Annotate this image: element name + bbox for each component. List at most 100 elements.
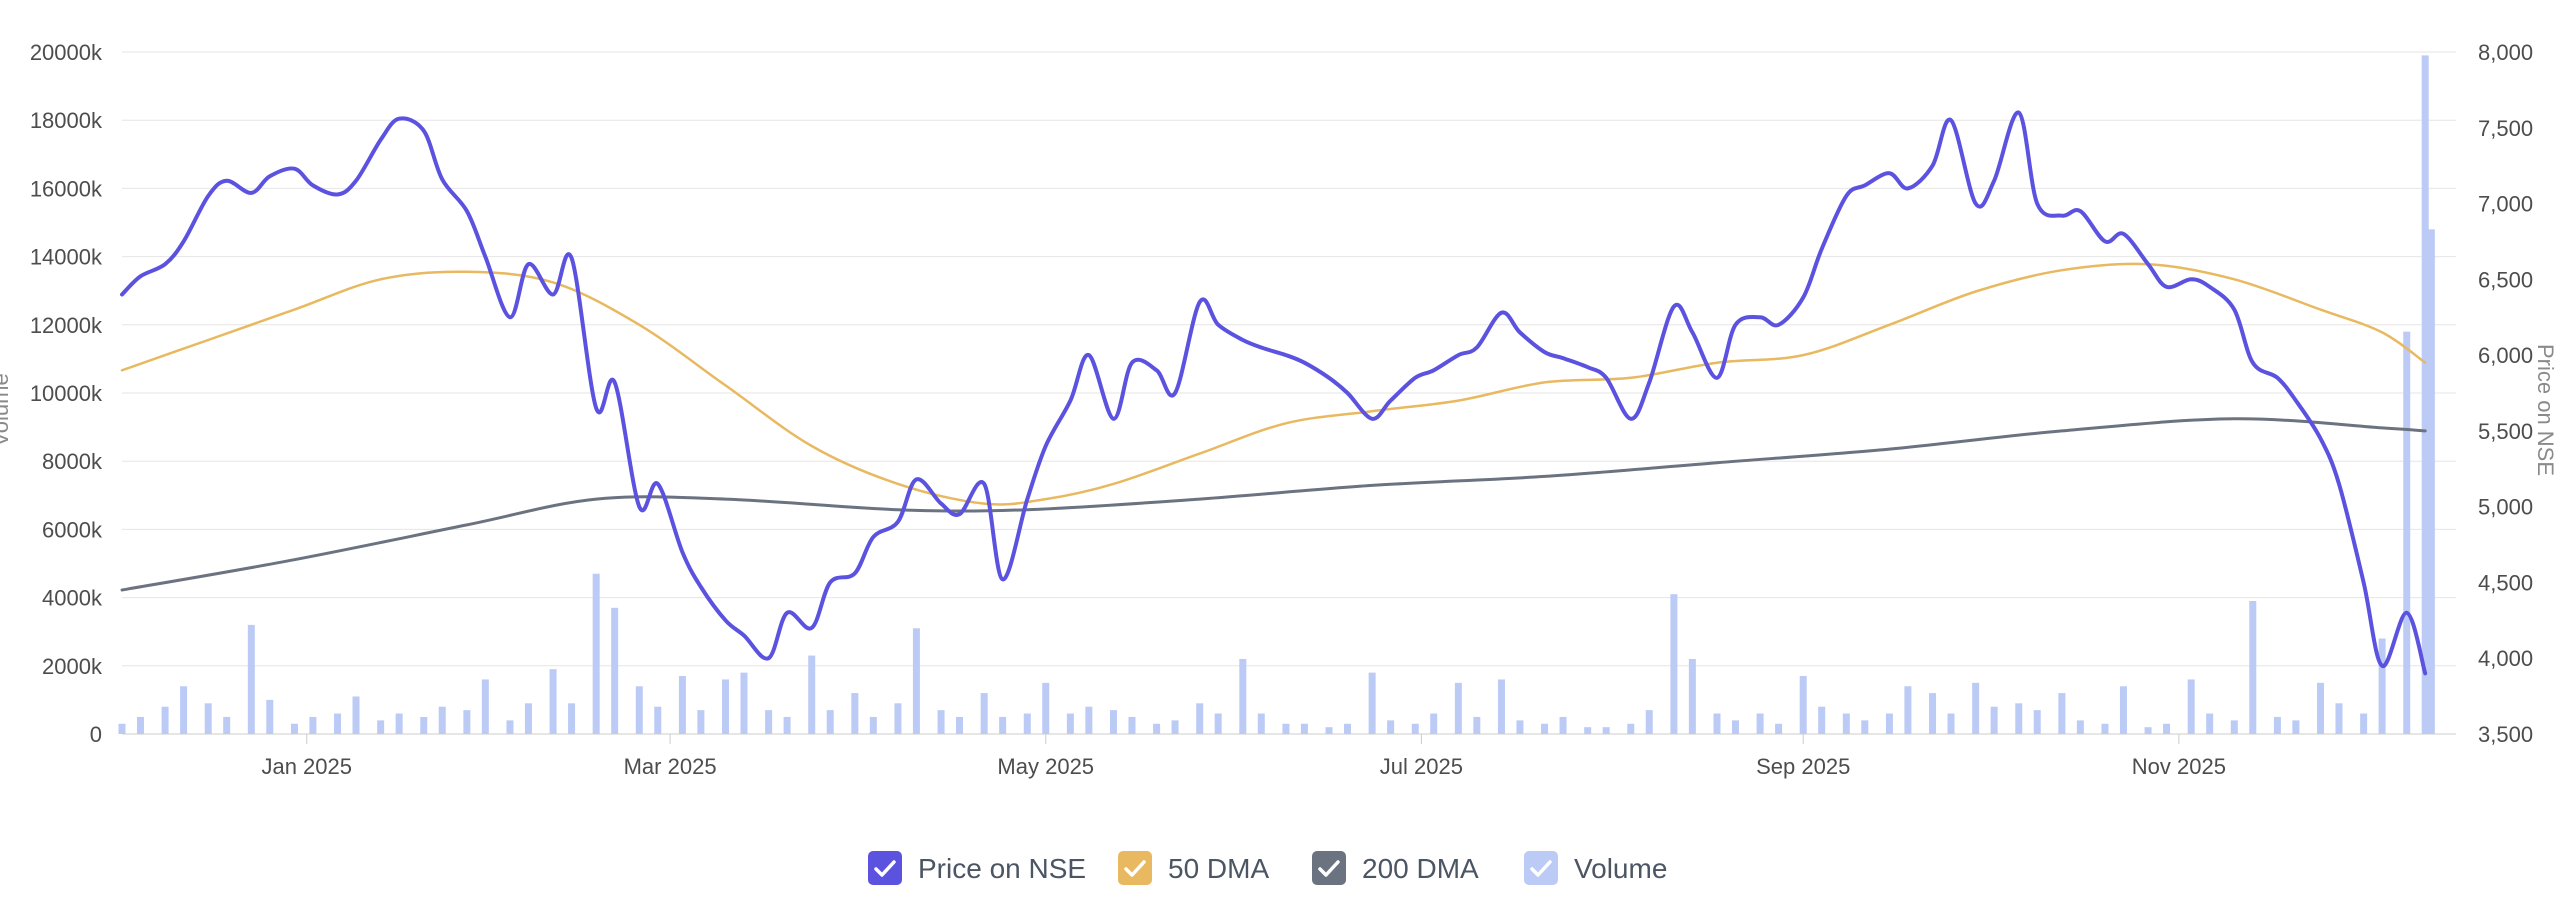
volume-bar — [180, 686, 188, 734]
volume-bar — [1584, 727, 1592, 734]
check-icon — [874, 860, 896, 877]
volume-bar — [722, 679, 730, 734]
volume-bar — [1842, 713, 1850, 734]
volume-bar — [937, 710, 945, 734]
legend-item[interactable]: 200 DMA — [1312, 851, 1479, 885]
right-tick-label: 6,000 — [2478, 343, 2533, 368]
left-tick-label: 8000k — [42, 449, 103, 474]
volume-bar — [2163, 723, 2171, 734]
legend-label: 50 DMA — [1168, 853, 1269, 884]
legend-label: 200 DMA — [1362, 853, 1479, 884]
volume-bars — [118, 55, 2435, 735]
right-tick-label: 5,500 — [2478, 419, 2533, 444]
volume-bar — [290, 723, 298, 734]
x-tick-label: May 2025 — [997, 754, 1094, 779]
volume-bar — [2144, 727, 2152, 734]
volume-bar — [309, 716, 317, 734]
volume-bar — [2427, 229, 2435, 734]
volume-bar — [1559, 716, 1567, 734]
volume-bar — [808, 655, 816, 734]
right-axis-title: Price on NSE — [2533, 344, 2558, 476]
volume-bar — [1473, 716, 1481, 734]
x-tick-label: Jan 2025 — [261, 754, 352, 779]
volume-bar — [1300, 723, 1308, 734]
volume-bar — [481, 679, 489, 734]
volume-bar — [869, 716, 877, 734]
volume-bar — [1731, 720, 1739, 734]
volume-bar — [2101, 723, 2109, 734]
left-axis-title: Volume — [0, 373, 13, 446]
volume-bar — [2273, 716, 2281, 734]
legend-checkbox — [868, 851, 902, 885]
volume-bar — [420, 716, 428, 734]
volume-bar — [635, 686, 643, 734]
volume-bar — [2230, 720, 2238, 734]
legend-checkbox — [1524, 851, 1558, 885]
legend-checkbox — [1118, 851, 1152, 885]
volume-bar — [506, 720, 514, 734]
volume-bar — [438, 706, 446, 734]
left-tick-label: 12000k — [30, 313, 103, 338]
volume-bar — [1042, 682, 1050, 734]
volume-bar — [697, 710, 705, 734]
volume-bar — [1387, 720, 1395, 734]
volume-bar — [2119, 686, 2127, 734]
volume-bar — [1023, 713, 1031, 734]
volume-bar — [999, 716, 1007, 734]
right-tick-label: 4,500 — [2478, 570, 2533, 595]
volume-bar — [2015, 703, 2023, 734]
volume-bar — [223, 716, 231, 734]
left-tick-label: 18000k — [30, 108, 103, 133]
legend-label: Volume — [1574, 853, 1667, 884]
volume-bar — [1799, 676, 1807, 734]
volume-bar — [266, 699, 274, 734]
volume-bar — [783, 716, 791, 734]
volume-bar — [395, 713, 403, 734]
x-tick-label: Jul 2025 — [1380, 754, 1463, 779]
volume-bar — [1344, 723, 1352, 734]
volume-bar — [136, 716, 144, 734]
right-tick-label: 5,000 — [2478, 495, 2533, 520]
volume-bar — [1196, 703, 1204, 734]
gridlines — [122, 51, 2456, 735]
volume-bar — [2403, 331, 2411, 734]
right-tick-label: 8,000 — [2478, 40, 2533, 65]
legend-label: Price on NSE — [918, 853, 1086, 884]
volume-bar — [1325, 727, 1333, 734]
volume-bar — [1990, 706, 1998, 734]
volume-bar — [247, 624, 255, 734]
volume-bar — [2206, 713, 2214, 734]
check-icon — [1318, 860, 1340, 877]
right-tick-label: 3,500 — [2478, 722, 2533, 747]
legend-item[interactable]: Price on NSE — [868, 851, 1086, 885]
volume-bar — [1627, 723, 1635, 734]
volume-bar — [1239, 658, 1247, 734]
volume-bar — [161, 706, 169, 734]
volume-bar — [568, 703, 576, 734]
volume-bar — [1257, 713, 1265, 734]
volume-bar — [204, 703, 212, 734]
left-tick-label: 16000k — [30, 176, 103, 201]
legend-item[interactable]: 50 DMA — [1118, 851, 1269, 885]
volume-bar — [1885, 713, 1893, 734]
volume-bar — [1947, 713, 1955, 734]
volume-bar — [1756, 713, 1764, 734]
volume-bar — [1688, 658, 1696, 734]
dma-50-line — [120, 262, 2427, 506]
volume-bar — [2187, 679, 2195, 734]
volume-bar — [1109, 710, 1117, 734]
volume-bar — [2378, 638, 2386, 734]
volume-bar — [1818, 706, 1826, 734]
volume-bar — [1541, 723, 1549, 734]
volume-bar — [765, 710, 773, 734]
left-tick-label: 6000k — [42, 517, 103, 542]
series-lines — [120, 110, 2428, 676]
legend-item[interactable]: Volume — [1524, 851, 1667, 885]
volume-bar — [678, 676, 686, 734]
volume-bar — [1645, 710, 1653, 734]
volume-bar — [2033, 710, 2041, 734]
volume-bar — [1861, 720, 1869, 734]
price-line — [120, 110, 2428, 676]
volume-bar — [1929, 693, 1937, 734]
